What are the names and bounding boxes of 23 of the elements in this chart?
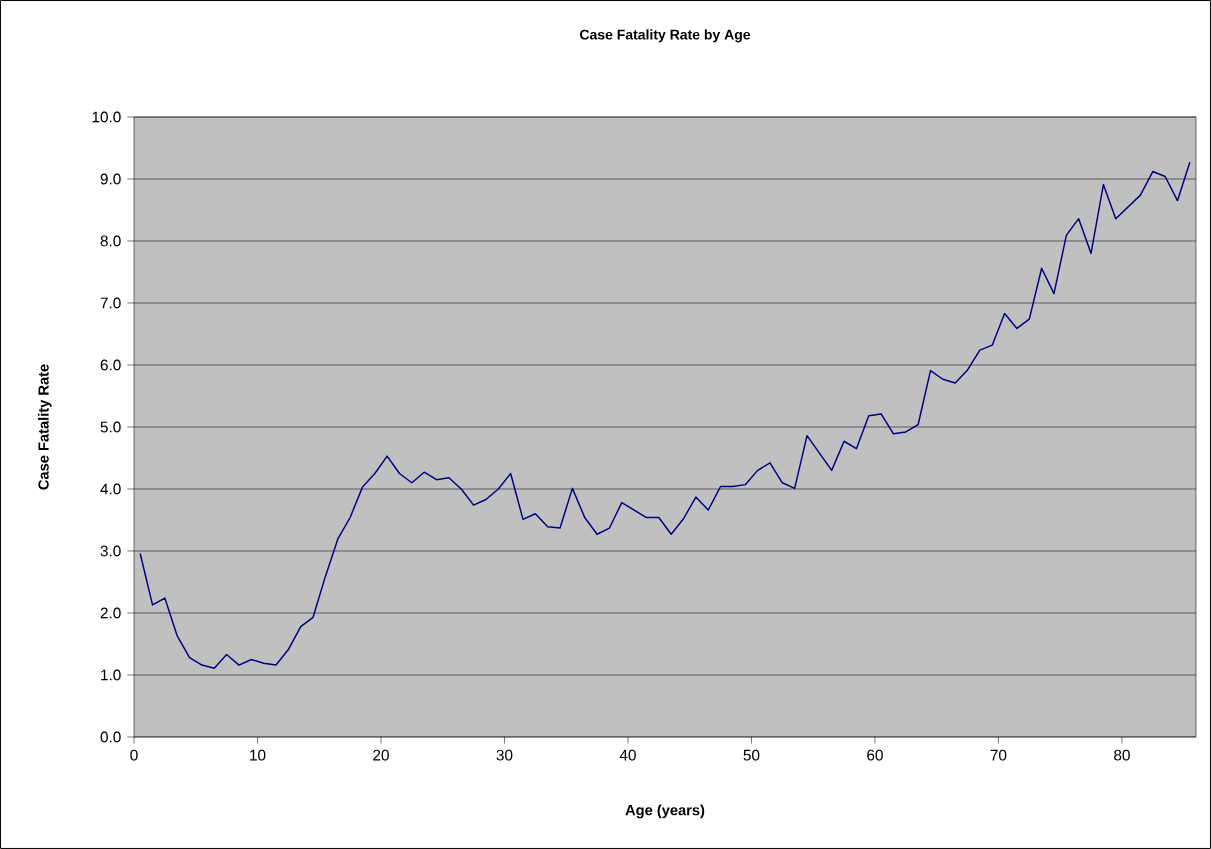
y-tick-label: 3.0 xyxy=(100,545,121,557)
y-tick-label: 8.0 xyxy=(100,235,121,247)
y-tick-label: 6.0 xyxy=(100,359,121,371)
y-tick-label: 5.0 xyxy=(100,421,121,433)
x-tick-label: 10 xyxy=(250,749,266,761)
x-tick-label: 40 xyxy=(619,749,636,761)
y-tick-label: 7.0 xyxy=(100,297,121,309)
y-tick-label: 0.0 xyxy=(100,731,121,743)
x-tick-label: 30 xyxy=(496,749,513,761)
x-tick-label: 0 xyxy=(130,749,138,761)
y-tick-label: 4.0 xyxy=(100,483,121,495)
y-tick-label: 9.0 xyxy=(100,173,121,185)
x-tick-label: 70 xyxy=(990,749,1007,761)
y-axis-title: Case Fatality Rate xyxy=(37,364,52,490)
x-axis-title: Age (years) xyxy=(625,804,705,819)
y-tick-label: 1.0 xyxy=(101,669,121,681)
x-tick-label: 60 xyxy=(867,749,883,761)
x-tick-label: 20 xyxy=(373,749,389,761)
chart-title: Case Fatality Rate by Age xyxy=(579,29,751,43)
x-tick-label: 80 xyxy=(1114,749,1130,761)
y-tick-label: 2.0 xyxy=(100,607,121,619)
x-tick-label: 50 xyxy=(743,749,760,761)
y-tick-label: 10.0 xyxy=(92,111,121,123)
